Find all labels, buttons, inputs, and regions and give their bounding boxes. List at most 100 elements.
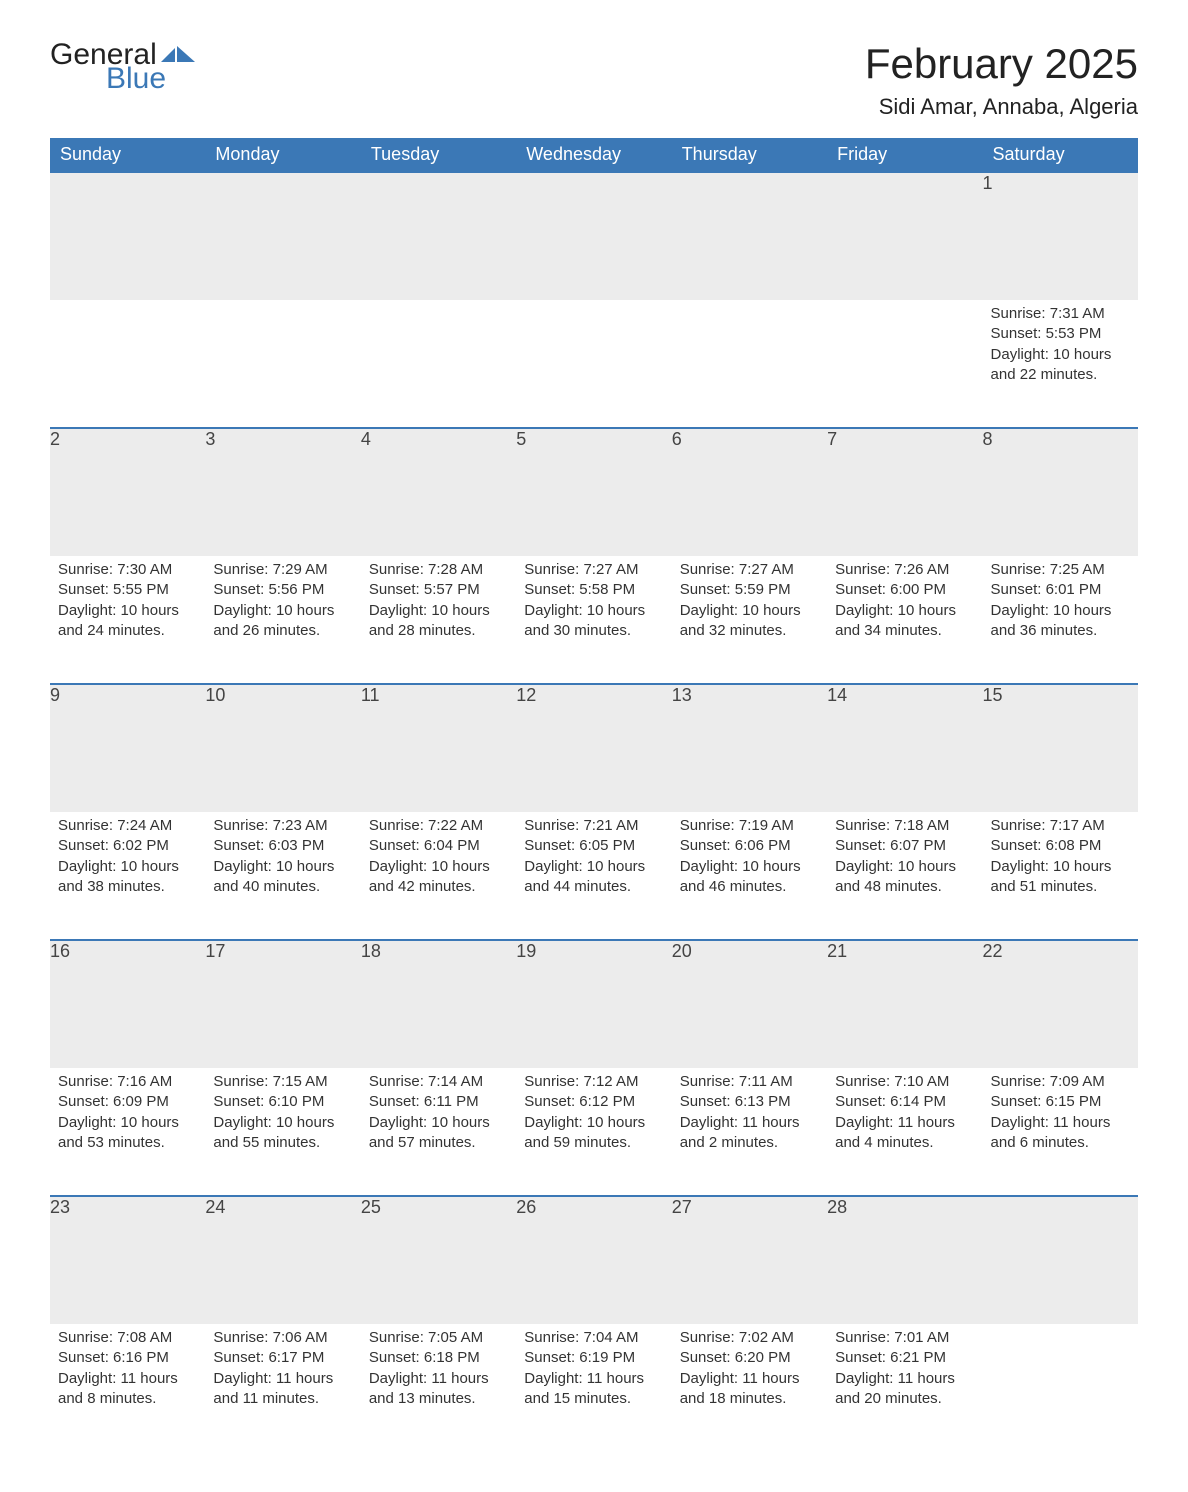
day-cell xyxy=(205,300,360,428)
day-number-cell: 17 xyxy=(205,940,360,1068)
daylight-line: Daylight: 10 hours and 59 minutes. xyxy=(524,1113,663,1154)
daylight-line: Daylight: 11 hours and 13 minutes. xyxy=(369,1369,508,1410)
day-details: Sunrise: 7:26 AMSunset: 6:00 PMDaylight:… xyxy=(827,556,982,651)
day-details: Sunrise: 7:09 AMSunset: 6:15 PMDaylight:… xyxy=(983,1068,1138,1163)
day-number-cell: 22 xyxy=(983,940,1138,1068)
day-number-cell: 3 xyxy=(205,428,360,556)
sunrise-line: Sunrise: 7:14 AM xyxy=(369,1072,508,1092)
day-cell: Sunrise: 7:01 AMSunset: 6:21 PMDaylight:… xyxy=(827,1324,982,1452)
day-number-cell: 14 xyxy=(827,684,982,812)
day-number-cell: 6 xyxy=(672,428,827,556)
daylight-line: Daylight: 10 hours and 30 minutes. xyxy=(524,601,663,642)
daylight-line: Daylight: 10 hours and 28 minutes. xyxy=(369,601,508,642)
sunrise-line: Sunrise: 7:24 AM xyxy=(58,816,197,836)
sunset-line: Sunset: 6:01 PM xyxy=(991,580,1130,600)
day-details: Sunrise: 7:08 AMSunset: 6:16 PMDaylight:… xyxy=(50,1324,205,1419)
day-cell: Sunrise: 7:27 AMSunset: 5:59 PMDaylight:… xyxy=(672,556,827,684)
day-number-cell: 16 xyxy=(50,940,205,1068)
sunset-line: Sunset: 6:17 PM xyxy=(213,1348,352,1368)
sunrise-line: Sunrise: 7:17 AM xyxy=(991,816,1130,836)
calendar-table: Sunday Monday Tuesday Wednesday Thursday… xyxy=(50,138,1138,1452)
day-details: Sunrise: 7:22 AMSunset: 6:04 PMDaylight:… xyxy=(361,812,516,907)
day-number-cell: 8 xyxy=(983,428,1138,556)
day-cell: Sunrise: 7:09 AMSunset: 6:15 PMDaylight:… xyxy=(983,1068,1138,1196)
sunrise-line: Sunrise: 7:05 AM xyxy=(369,1328,508,1348)
location: Sidi Amar, Annaba, Algeria xyxy=(865,94,1138,120)
day-number-cell xyxy=(827,172,982,300)
sunrise-line: Sunrise: 7:27 AM xyxy=(680,560,819,580)
sunset-line: Sunset: 6:04 PM xyxy=(369,836,508,856)
sunrise-line: Sunrise: 7:19 AM xyxy=(680,816,819,836)
sunrise-line: Sunrise: 7:22 AM xyxy=(369,816,508,836)
daylight-line: Daylight: 10 hours and 57 minutes. xyxy=(369,1113,508,1154)
sunset-line: Sunset: 6:16 PM xyxy=(58,1348,197,1368)
day-details: Sunrise: 7:30 AMSunset: 5:55 PMDaylight:… xyxy=(50,556,205,651)
sunset-line: Sunset: 6:20 PM xyxy=(680,1348,819,1368)
daylight-line: Daylight: 11 hours and 8 minutes. xyxy=(58,1369,197,1410)
day-details: Sunrise: 7:28 AMSunset: 5:57 PMDaylight:… xyxy=(361,556,516,651)
day-details: Sunrise: 7:12 AMSunset: 6:12 PMDaylight:… xyxy=(516,1068,671,1163)
day-details: Sunrise: 7:04 AMSunset: 6:19 PMDaylight:… xyxy=(516,1324,671,1419)
day-details: Sunrise: 7:14 AMSunset: 6:11 PMDaylight:… xyxy=(361,1068,516,1163)
day-cell: Sunrise: 7:15 AMSunset: 6:10 PMDaylight:… xyxy=(205,1068,360,1196)
day-cell: Sunrise: 7:24 AMSunset: 6:02 PMDaylight:… xyxy=(50,812,205,940)
daylight-line: Daylight: 11 hours and 11 minutes. xyxy=(213,1369,352,1410)
day-cell: Sunrise: 7:30 AMSunset: 5:55 PMDaylight:… xyxy=(50,556,205,684)
day-number-cell: 1 xyxy=(983,172,1138,300)
sunrise-line: Sunrise: 7:10 AM xyxy=(835,1072,974,1092)
daylight-line: Daylight: 11 hours and 18 minutes. xyxy=(680,1369,819,1410)
day-number-cell: 20 xyxy=(672,940,827,1068)
day-cell: Sunrise: 7:22 AMSunset: 6:04 PMDaylight:… xyxy=(361,812,516,940)
sunset-line: Sunset: 5:58 PM xyxy=(524,580,663,600)
sunrise-line: Sunrise: 7:28 AM xyxy=(369,560,508,580)
daylight-line: Daylight: 11 hours and 15 minutes. xyxy=(524,1369,663,1410)
day-cell: Sunrise: 7:28 AMSunset: 5:57 PMDaylight:… xyxy=(361,556,516,684)
day-details: Sunrise: 7:10 AMSunset: 6:14 PMDaylight:… xyxy=(827,1068,982,1163)
day-number-cell: 9 xyxy=(50,684,205,812)
day-cell: Sunrise: 7:21 AMSunset: 6:05 PMDaylight:… xyxy=(516,812,671,940)
day-details: Sunrise: 7:11 AMSunset: 6:13 PMDaylight:… xyxy=(672,1068,827,1163)
day-details: Sunrise: 7:19 AMSunset: 6:06 PMDaylight:… xyxy=(672,812,827,907)
sunrise-line: Sunrise: 7:18 AM xyxy=(835,816,974,836)
sunrise-line: Sunrise: 7:15 AM xyxy=(213,1072,352,1092)
day-cell: Sunrise: 7:17 AMSunset: 6:08 PMDaylight:… xyxy=(983,812,1138,940)
sunset-line: Sunset: 6:07 PM xyxy=(835,836,974,856)
sunrise-line: Sunrise: 7:02 AM xyxy=(680,1328,819,1348)
col-saturday: Saturday xyxy=(983,138,1138,172)
day-cell: Sunrise: 7:31 AMSunset: 5:53 PMDaylight:… xyxy=(983,300,1138,428)
day-cell: Sunrise: 7:04 AMSunset: 6:19 PMDaylight:… xyxy=(516,1324,671,1452)
daylight-line: Daylight: 11 hours and 20 minutes. xyxy=(835,1369,974,1410)
day-cell xyxy=(827,300,982,428)
daylight-line: Daylight: 10 hours and 48 minutes. xyxy=(835,857,974,898)
day-number-cell: 11 xyxy=(361,684,516,812)
day-cell: Sunrise: 7:10 AMSunset: 6:14 PMDaylight:… xyxy=(827,1068,982,1196)
day-cell: Sunrise: 7:16 AMSunset: 6:09 PMDaylight:… xyxy=(50,1068,205,1196)
daylight-line: Daylight: 10 hours and 38 minutes. xyxy=(58,857,197,898)
day-details: Sunrise: 7:15 AMSunset: 6:10 PMDaylight:… xyxy=(205,1068,360,1163)
sunrise-line: Sunrise: 7:12 AM xyxy=(524,1072,663,1092)
daylight-line: Daylight: 10 hours and 51 minutes. xyxy=(991,857,1130,898)
day-cell xyxy=(50,300,205,428)
day-number-cell: 27 xyxy=(672,1196,827,1324)
sunset-line: Sunset: 6:02 PM xyxy=(58,836,197,856)
day-number-cell: 15 xyxy=(983,684,1138,812)
col-monday: Monday xyxy=(205,138,360,172)
sunset-line: Sunset: 6:11 PM xyxy=(369,1092,508,1112)
day-cell xyxy=(516,300,671,428)
daylight-line: Daylight: 10 hours and 34 minutes. xyxy=(835,601,974,642)
day-number-cell: 12 xyxy=(516,684,671,812)
day-number-cell: 19 xyxy=(516,940,671,1068)
sunset-line: Sunset: 6:09 PM xyxy=(58,1092,197,1112)
sunrise-line: Sunrise: 7:11 AM xyxy=(680,1072,819,1092)
day-details: Sunrise: 7:02 AMSunset: 6:20 PMDaylight:… xyxy=(672,1324,827,1419)
sunset-line: Sunset: 5:55 PM xyxy=(58,580,197,600)
day-cell: Sunrise: 7:26 AMSunset: 6:00 PMDaylight:… xyxy=(827,556,982,684)
sunrise-line: Sunrise: 7:25 AM xyxy=(991,560,1130,580)
daylight-line: Daylight: 10 hours and 46 minutes. xyxy=(680,857,819,898)
day-details: Sunrise: 7:23 AMSunset: 6:03 PMDaylight:… xyxy=(205,812,360,907)
day-number-cell xyxy=(672,172,827,300)
sunrise-line: Sunrise: 7:26 AM xyxy=(835,560,974,580)
day-details: Sunrise: 7:18 AMSunset: 6:07 PMDaylight:… xyxy=(827,812,982,907)
day-cell: Sunrise: 7:29 AMSunset: 5:56 PMDaylight:… xyxy=(205,556,360,684)
col-sunday: Sunday xyxy=(50,138,205,172)
